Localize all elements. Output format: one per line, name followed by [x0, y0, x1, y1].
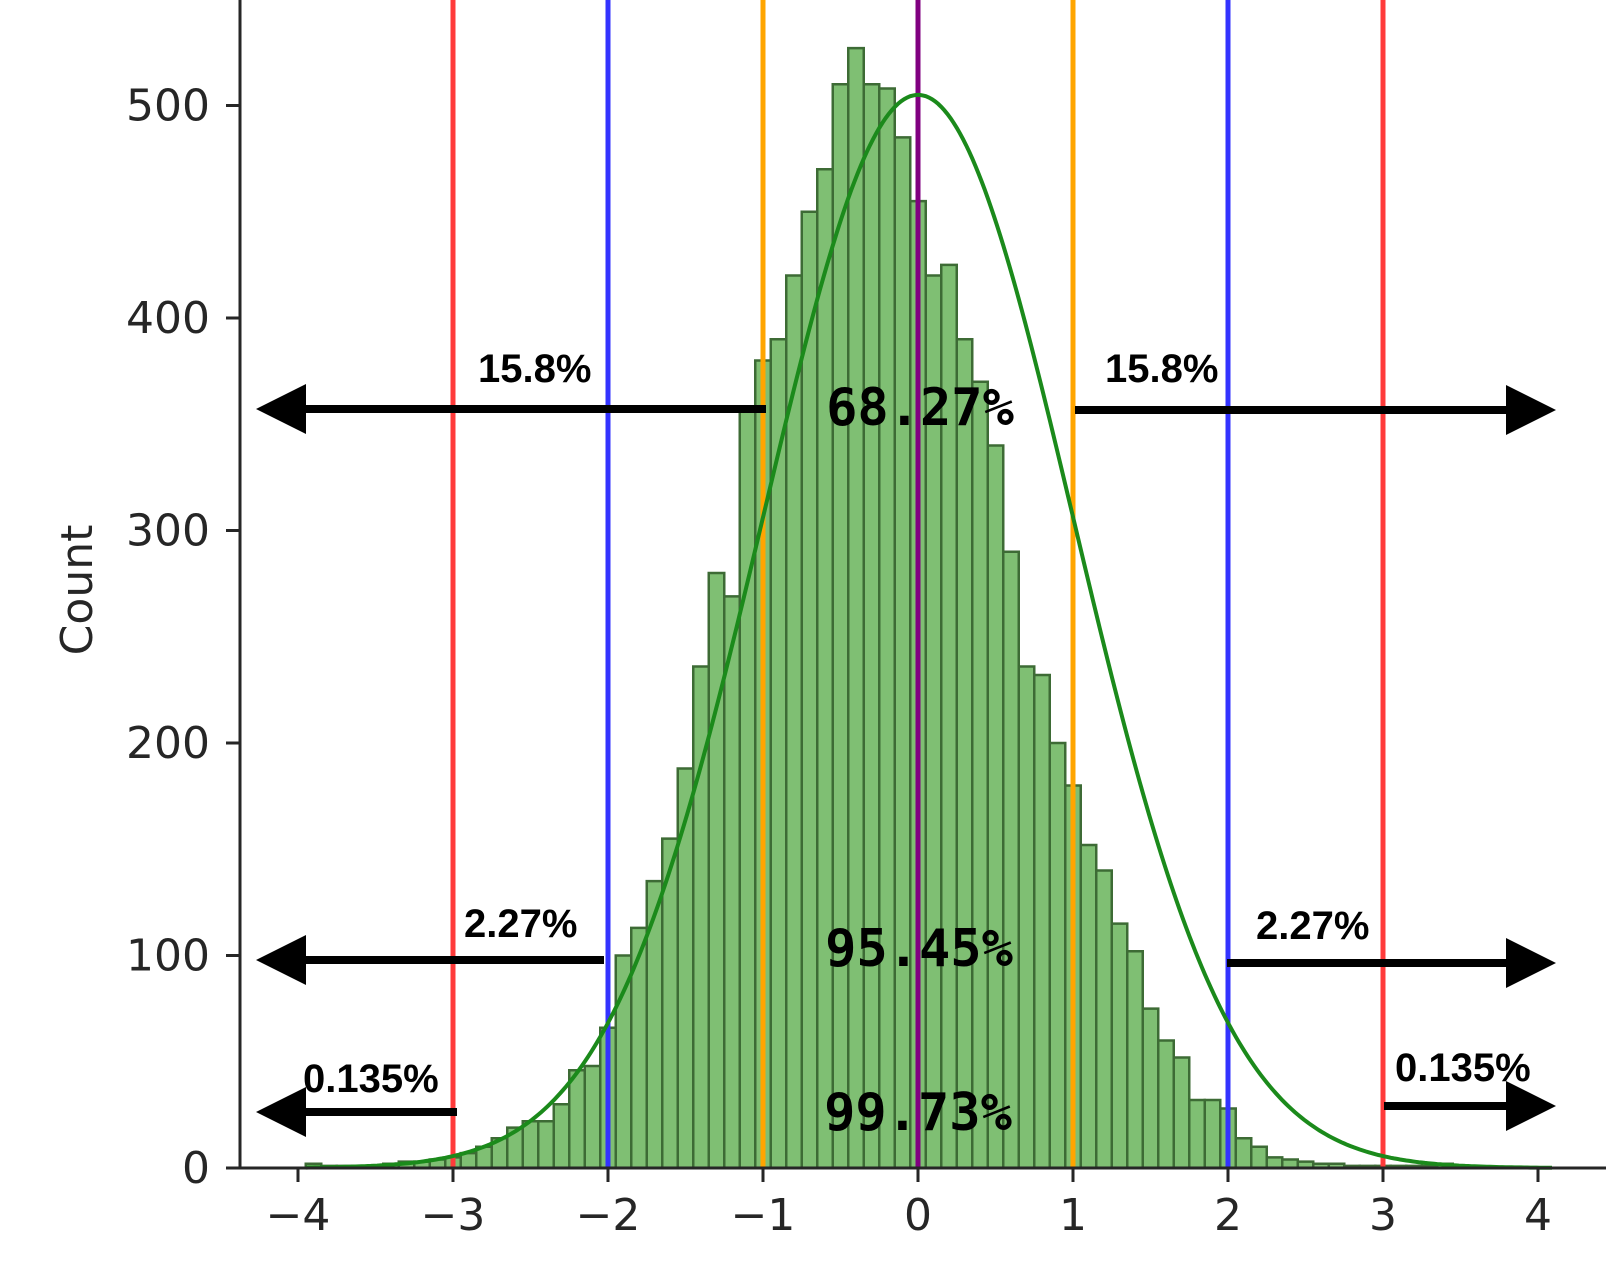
histogram-bar [1141, 1007, 1160, 1170]
histogram-bar [1095, 869, 1113, 1170]
y-tick-label: 200 [126, 718, 210, 769]
histogram-bar [1048, 741, 1067, 1170]
histogram-bar [676, 767, 695, 1170]
y-tick-label: 100 [126, 931, 210, 982]
histogram-bar [1002, 550, 1020, 1170]
histogram-bar [1234, 1137, 1253, 1170]
arrowhead-left-2sd [256, 935, 306, 985]
x-tick-label: 3 [1369, 1190, 1397, 1241]
label-left-1sd: 15.8% [478, 347, 591, 391]
arrowhead-right-2sd [1506, 938, 1556, 988]
x-ticks: −4 −3 −2 −1 0 1 2 3 4 [266, 1168, 1552, 1241]
histogram-bar [1033, 673, 1051, 1170]
histogram-bar [831, 83, 850, 1170]
x-tick-label: −1 [731, 1190, 796, 1241]
histogram-bar [847, 46, 865, 1170]
label-center-1sd: 68.27% [826, 378, 1014, 438]
histogram-bar [552, 1103, 571, 1170]
histogram-bar [537, 1120, 555, 1170]
histogram-bar [521, 1120, 540, 1170]
histogram-bar [1079, 843, 1098, 1170]
histogram-bar [862, 83, 881, 1170]
arrowhead-right-1sd [1506, 385, 1556, 435]
y-tick-label: 300 [126, 506, 210, 557]
histogram-bar [1017, 665, 1036, 1170]
y-tick-label: 400 [126, 293, 210, 344]
histogram-bar [1250, 1145, 1268, 1170]
x-tick-label: 0 [904, 1190, 932, 1241]
histogram-bar [707, 571, 726, 1170]
histogram-bar [723, 595, 741, 1170]
histogram-bar [1172, 1056, 1191, 1170]
histogram-bar [1157, 1039, 1175, 1170]
x-tick-label: −2 [576, 1190, 641, 1241]
label-left-3sd: 0.135% [303, 1057, 439, 1101]
histogram-bar [878, 87, 896, 1170]
kde-curve [305, 92, 1552, 1170]
histogram-bar [583, 1064, 602, 1170]
histogram-bar [955, 338, 974, 1170]
histogram-bar [1110, 922, 1129, 1170]
sigma-lines [450, 0, 1386, 1168]
arrowhead-left-1sd [256, 384, 306, 434]
histogram-bar [893, 136, 912, 1170]
histogram-bar [1126, 950, 1144, 1170]
histogram-bar [769, 338, 788, 1170]
x-tick-label: −3 [421, 1190, 486, 1241]
histogram-bar [1265, 1156, 1284, 1170]
label-right-2sd: 2.27% [1256, 904, 1369, 948]
label-right-1sd: 15.8% [1105, 347, 1218, 391]
histogram-bar [738, 406, 757, 1170]
histogram-bar [1203, 1098, 1222, 1170]
label-right-3sd: 0.135% [1395, 1046, 1531, 1090]
arrowhead-right-3sd [1506, 1081, 1556, 1131]
y-axis-label: Count [52, 525, 103, 656]
x-tick-label: 1 [1059, 1190, 1087, 1241]
histogram-bars [304, 46, 1454, 1170]
label-left-2sd: 2.27% [464, 902, 577, 946]
arrowhead-left-3sd [256, 1087, 306, 1137]
histogram-bar [645, 879, 664, 1170]
x-tick-label: 2 [1214, 1190, 1242, 1241]
y-tick-label: 0 [182, 1143, 210, 1194]
y-tick-label: 500 [126, 81, 210, 132]
label-center-3sd: 99.73% [824, 1083, 1012, 1143]
histogram-bar [986, 444, 1005, 1170]
histogram-bar [568, 1069, 586, 1170]
histogram-bar [816, 168, 834, 1170]
label-center-2sd: 95.45% [825, 919, 1013, 979]
arrows [256, 384, 1556, 1137]
histogram-bar [971, 380, 989, 1170]
x-tick-label: 4 [1524, 1190, 1552, 1241]
x-tick-label: −4 [266, 1190, 331, 1241]
histogram-bar [1188, 1098, 1206, 1170]
y-ticks: 0 100 200 300 400 500 [126, 81, 240, 1194]
